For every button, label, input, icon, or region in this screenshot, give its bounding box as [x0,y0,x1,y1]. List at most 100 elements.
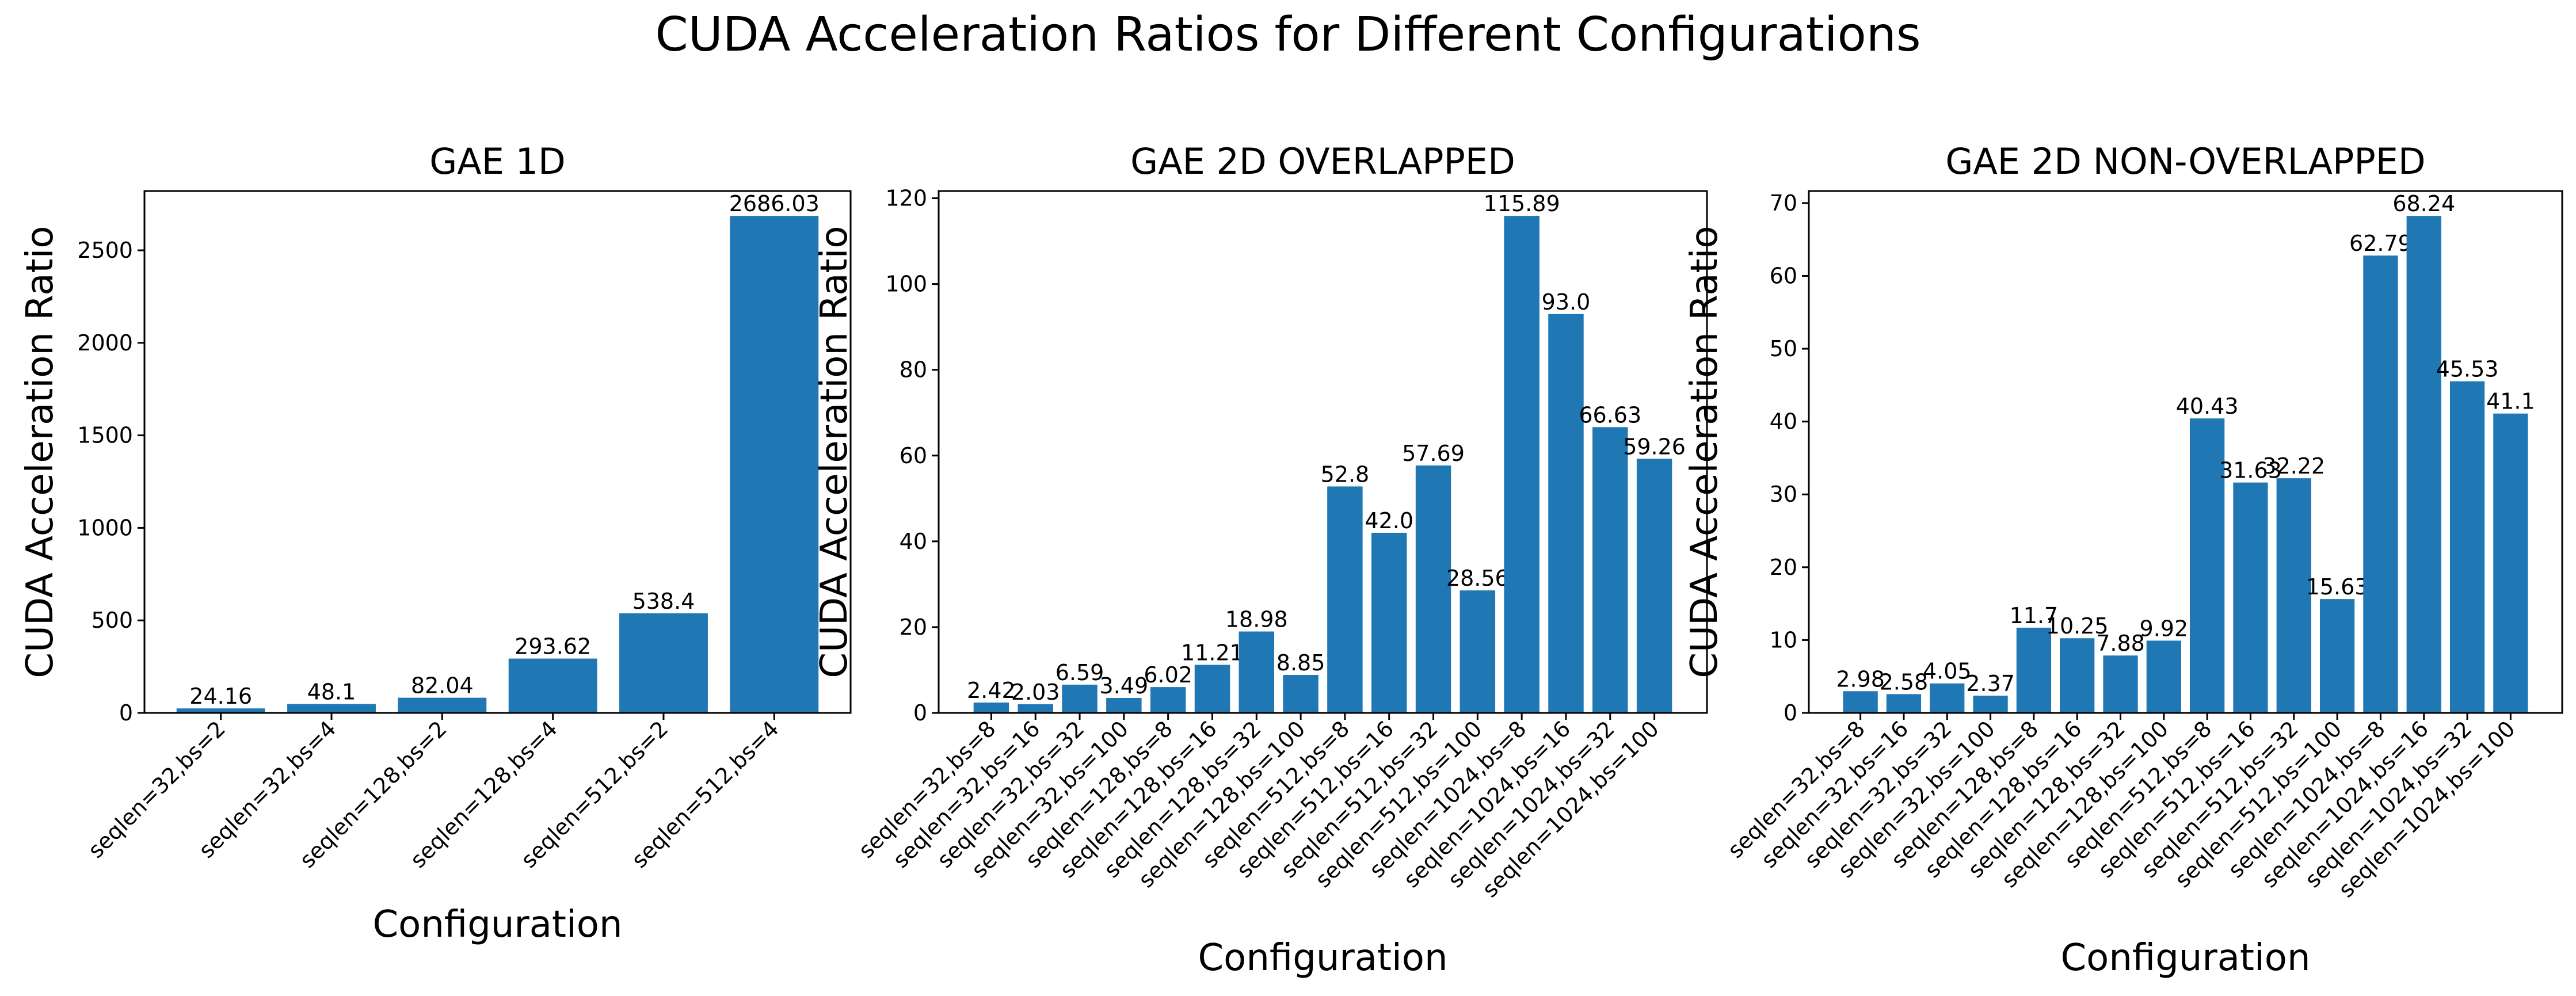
y-tick-label: 0 [119,700,133,726]
data-label: 93.0 [1542,289,1591,315]
data-label: 115.89 [1484,191,1560,216]
bar [2233,482,2268,713]
data-label: 40.43 [2176,394,2239,419]
y-tick-label: 80 [900,357,927,383]
data-label: 8.85 [1276,650,1325,676]
y-tick-label: 20 [1770,555,1797,580]
data-label: 41.1 [2486,389,2535,414]
bar [2449,381,2485,713]
bar [176,708,265,713]
bar [2276,478,2311,713]
bar [2406,216,2441,713]
bar [1371,532,1407,713]
bar [2146,640,2181,713]
chart-title: GAE 2D OVERLAPPED [1130,140,1515,182]
bar [508,658,597,713]
bar [1062,684,1098,713]
chart-2: GAE 2D OVERLAPPED 2.422.036.593.496.0211.… [813,140,1708,979]
bar [1504,216,1539,713]
y-tick-label: 2500 [77,238,133,263]
data-label: 2.98 [1836,666,1885,692]
y-tick-label: 2000 [77,330,133,356]
data-label: 4.05 [1923,659,1972,684]
data-label: 42.0 [1365,508,1413,533]
bar [2190,418,2225,713]
data-label: 82.04 [411,673,474,699]
y-axis-label: CUDA Acceleration Ratio [813,226,856,678]
data-label: 32.22 [2262,453,2325,479]
data-label: 59.26 [1623,434,1686,459]
data-label: 68.24 [2392,191,2455,216]
bar [287,704,376,713]
y-tick-label: 40 [1770,409,1797,434]
y-tick-label: 1500 [77,423,133,448]
bar [398,697,487,713]
x-axis-label: Configuration [2060,937,2310,979]
bar [2016,627,2052,713]
y-tick-label: 1000 [77,515,133,540]
bar [2103,655,2138,713]
bar [1194,665,1230,713]
y-tick-label: 500 [91,608,133,633]
data-label: 538.4 [632,589,695,614]
data-label: 11.21 [1181,640,1244,665]
y-tick-label: 0 [1784,700,1797,726]
x-axis-label: Configuration [1198,937,1447,979]
bar [1415,465,1451,713]
bar [1239,631,1275,713]
data-label: 62.79 [2349,231,2412,256]
data-label: 2.37 [1966,671,2015,696]
bar [1327,486,1363,713]
bar [1548,314,1584,713]
y-tick-label: 40 [900,529,927,554]
data-label: 2.03 [1011,680,1060,705]
y-tick-label: 10 [1770,627,1797,652]
y-tick-label: 20 [900,615,927,640]
data-label: 2.42 [967,678,1016,703]
chart-1: GAE 1D 24.16 48.1 82.04 293.62 538.4 2686.03 0 5… [19,140,852,946]
data-label: 293.62 [515,634,591,659]
y-tick-label: 30 [1770,482,1797,507]
data-label: 7.88 [2096,631,2145,656]
data-label: 24.16 [189,684,252,709]
data-label: 9.92 [2140,616,2189,641]
y-tick-label: 60 [1770,263,1797,288]
bar [1973,695,2008,713]
chart-3: GAE 2D NON-OVERLAPPED 2.982.584.052.37 11.… [1683,140,2563,979]
bar [2060,638,2095,713]
bar [1106,697,1142,713]
data-label: 66.63 [1579,402,1641,428]
data-label: 18.98 [1225,607,1288,632]
y-axis-label: CUDA Acceleration Ratio [19,226,62,678]
chart-panels: GAE 1D 24.16 48.1 82.04 293.62 538.4 2686.03 0 5… [19,140,2563,979]
bar [2493,413,2528,713]
data-label: 6.02 [1144,662,1192,688]
chart-title: GAE 2D NON-OVERLAPPED [1945,140,2425,182]
data-label: 52.8 [1321,461,1370,487]
y-axis-label: CUDA Acceleration Ratio [1683,226,1726,678]
data-label: 3.49 [1100,673,1149,699]
x-axis-label: Configuration [372,903,622,946]
data-label: 2686.03 [729,191,820,216]
bar [973,702,1009,713]
data-label: 11.7 [2010,603,2059,628]
data-label: 31.63 [2219,458,2282,483]
data-label: 6.59 [1055,660,1104,685]
bar [1592,427,1628,713]
bar [2363,255,2398,713]
y-tick-label: 50 [1770,336,1797,361]
axes-frame [143,190,852,714]
y-tick-label: 70 [1770,190,1797,216]
bar [1636,459,1672,713]
bar [730,216,819,713]
bar [619,613,708,713]
axes-frame [1808,190,2563,714]
bar [1150,687,1186,713]
data-label: 45.53 [2436,357,2499,382]
y-tick-label: 100 [885,272,927,297]
data-label: 2.58 [1880,669,1929,694]
bar [1460,590,1496,713]
y-tick-label: 120 [885,186,927,211]
bar [1886,694,1922,713]
